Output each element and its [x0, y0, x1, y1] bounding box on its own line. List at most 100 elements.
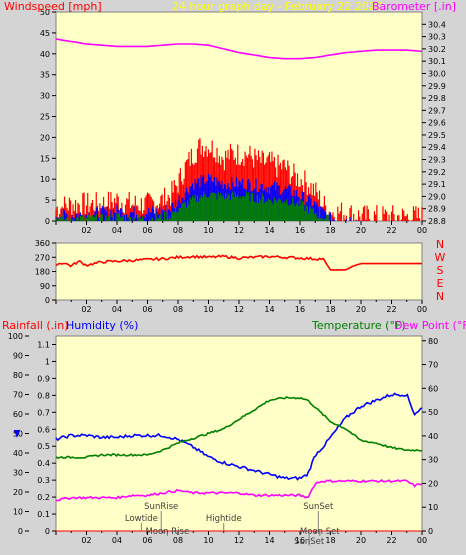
- direction-x-tick-label: 16: [295, 305, 305, 314]
- climate-x-tick-label: 22: [386, 536, 396, 545]
- event-label: Moon Rise: [145, 527, 189, 537]
- wind-x-tick-label: 08: [173, 226, 183, 235]
- barometer-y-tick-label: 29.5: [428, 131, 446, 140]
- barometer-y-tick-label: 29.6: [428, 119, 446, 128]
- rainfall-axis-title: Rainfall (.in): [2, 319, 69, 332]
- climate-x-tick-label: 18: [325, 536, 335, 545]
- windspeed-y-tick-label: 30: [40, 92, 50, 101]
- direction-y-tick-label: 360: [35, 239, 50, 248]
- humidity-y-tick-label: 10: [13, 508, 23, 517]
- climate-x-tick-label: 04: [112, 536, 122, 545]
- humidity-y-tick-label: 100: [8, 332, 23, 341]
- barometer-line: [55, 38, 423, 60]
- dewpoint-axis-title: Dew Point (°F): [394, 319, 466, 332]
- wind-x-tick-label: 12: [234, 226, 244, 235]
- wind-x-tick-label: 20: [356, 226, 366, 235]
- climate-x-tick-label: 12: [234, 536, 244, 545]
- climate-x-tick-label: 00: [417, 536, 427, 545]
- temperature-y-tick-label: 20: [428, 479, 438, 488]
- event-label: SunRise: [144, 502, 178, 512]
- humidity-line: [55, 392, 423, 481]
- humidity-y-tick-label: 30: [13, 469, 23, 478]
- climate-x-tick-label: 08: [173, 536, 183, 545]
- windspeed-y-tick-label: 15: [40, 154, 50, 163]
- windspeed-y-tick-label: 35: [40, 71, 50, 80]
- barometer-axis-title: Barometer [.in]: [372, 0, 456, 13]
- windspeed-y-tick-label: 40: [40, 50, 50, 59]
- direction-x-tick-label: 06: [142, 305, 152, 314]
- barometer-y-tick-label: 30.0: [428, 69, 446, 78]
- temperature-y-tick-label: 50: [428, 408, 438, 417]
- direction-x-tick-label: 04: [112, 305, 122, 314]
- barometer-y-tick-label: 29.1: [428, 180, 446, 189]
- barometer-y-tick-label: 29.7: [428, 106, 446, 115]
- rainfall-y-tick-label: 0.3: [37, 476, 50, 485]
- temperature-y-tick-label: 10: [428, 503, 438, 512]
- rainfall-y-tick-label: 0: [45, 527, 50, 536]
- temperature-y-tick-label: 80: [428, 337, 438, 346]
- event-label: Hightide: [206, 514, 242, 524]
- rainfall-y-tick-label: 0.4: [37, 459, 50, 468]
- temperature-axis-title: Temperature (°F): [312, 319, 406, 332]
- direction-x-tick-label: 08: [173, 305, 183, 314]
- wind-x-tick-label: 04: [112, 226, 122, 235]
- barometer-y-tick-label: 29.9: [428, 82, 446, 91]
- direction-x-tick-label: 20: [356, 305, 366, 314]
- humidity-y-tick-label: 70: [13, 391, 23, 400]
- windspeed-y-tick-label: 10: [40, 175, 50, 184]
- climate-x-tick-label: 10: [203, 536, 213, 545]
- windspeed-y-tick-label: 50: [40, 8, 50, 17]
- wind-x-tick-label: 14: [264, 226, 274, 235]
- direction-y-tick-label: 90: [40, 282, 50, 291]
- temperature-y-tick-label: 40: [428, 432, 438, 441]
- temperature-y-tick-label: 60: [428, 384, 438, 393]
- direction-x-tick-label: 22: [386, 305, 396, 314]
- temperature-y-tick-label: 30: [428, 456, 438, 465]
- humidity-axis-title: Humidity (%): [66, 319, 139, 332]
- direction-x-tick-label: 02: [81, 305, 91, 314]
- barometer-y-tick-label: 28.8: [428, 217, 446, 226]
- windspeed-axis-title: Windspeed [mph]: [4, 0, 102, 13]
- rainfall-y-tick-label: 0.9: [37, 374, 50, 383]
- direction-y-tick-label: 270: [35, 253, 50, 262]
- temperature-line: [55, 395, 422, 459]
- climate-x-tick-label: 02: [81, 536, 91, 545]
- barometer-y-tick-label: 30.3: [428, 33, 446, 42]
- barometer-y-tick-label: 28.9: [428, 205, 446, 214]
- compass-label: E: [437, 277, 444, 290]
- wind-x-tick-label: 06: [142, 226, 152, 235]
- windspeed-y-tick-label: 0: [45, 217, 50, 226]
- wind-x-tick-label: 16: [295, 226, 305, 235]
- rainfall-y-tick-label: 0.5: [37, 442, 50, 451]
- compass-label: S: [437, 264, 444, 277]
- wind-x-tick-label: 02: [81, 226, 91, 235]
- compass-label: N: [436, 238, 444, 251]
- humidity-y-tick-label: 90: [13, 352, 23, 361]
- rainfall-y-tick-label: 0.6: [37, 425, 50, 434]
- direction-x-tick-label: 12: [234, 305, 244, 314]
- direction-x-tick-label: 14: [264, 305, 274, 314]
- windspeed-y-tick-label: 20: [40, 133, 50, 142]
- direction-plot-area: [55, 242, 423, 301]
- wind-x-tick-label: 10: [203, 226, 213, 235]
- direction-y-tick-label: 180: [35, 268, 50, 277]
- barometer-y-tick-label: 30.2: [428, 45, 446, 54]
- rainfall-y-tick-label: 0.1: [37, 510, 50, 519]
- wind-x-tick-label: 22: [386, 226, 396, 235]
- climate-plot-area: [55, 335, 423, 532]
- barometer-y-tick-label: 29.4: [428, 143, 446, 152]
- wind-barometer-chart: 0 5 10 15 20 25 30 35 40 45 50 28.8 28.9 29.0 29.1 29.2…: [40, 8, 446, 235]
- barometer-y-tick-label: 30.1: [428, 57, 446, 66]
- humidity-y-tick-label: 20: [13, 488, 23, 497]
- windspeed-y-tick-label: 45: [40, 29, 50, 38]
- event-label: Lowtide: [125, 514, 158, 524]
- event-label: Moon Set: [300, 527, 340, 537]
- temperature-y-tick-label: 0: [428, 527, 433, 536]
- dewpoint-line: [55, 478, 423, 502]
- humidity-y-tick-label: 0: [18, 527, 23, 536]
- temperature-y-tick-label: 70: [428, 361, 438, 370]
- rain-humidity-temperature-chart: 010203040506070809010000.10.20.30.40.50.…: [8, 332, 438, 547]
- wind-direction-line: [55, 254, 422, 271]
- event-label: SunSet: [303, 502, 334, 512]
